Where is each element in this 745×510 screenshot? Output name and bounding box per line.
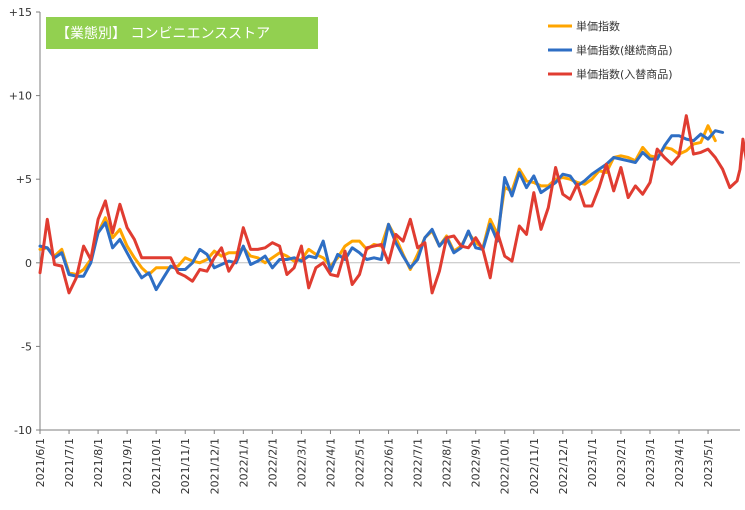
x-tick-label: 2022/1/1 (237, 438, 250, 487)
legend-label: 単価指数 (576, 19, 620, 33)
x-tick-label: 2021/12/1 (208, 438, 221, 494)
x-tick-label: 2021/8/1 (92, 438, 105, 487)
x-tick-label: 2022/9/1 (470, 438, 483, 487)
y-axis: +15 +10 +5 0 -5 -10 (9, 6, 40, 437)
y-tick-label: -10 (14, 424, 32, 437)
x-tick-label: 2022/8/1 (441, 438, 454, 487)
y-tick-label: +15 (9, 6, 32, 19)
x-tick-label: 2021/10/1 (150, 438, 163, 494)
x-tick-label: 2022/5/1 (354, 438, 367, 487)
x-tick-label: 2022/6/1 (383, 438, 396, 487)
y-tick-label: 0 (25, 257, 32, 270)
x-tick-label: 2023/4/1 (673, 438, 686, 487)
x-tick-label: 2023/2/1 (615, 438, 628, 487)
x-tick-label: 2023/1/1 (586, 438, 599, 487)
legend-label: 単価指数(入替商品) (576, 67, 673, 81)
x-tick-label: 2022/3/1 (295, 438, 308, 487)
x-tick-label: 2022/2/1 (266, 438, 279, 487)
x-tick-label: 2022/11/1 (528, 438, 541, 494)
legend-label: 単価指数(継続商品) (576, 43, 673, 57)
y-tick-label: -5 (21, 340, 32, 353)
chart-title: 【業態別】 コンビニエンスストア (56, 26, 270, 42)
title-background (46, 17, 318, 49)
y-tick-label: +10 (9, 90, 32, 103)
series-line-1 (38, 124, 717, 276)
x-tick-label: 2023/5/1 (702, 438, 715, 487)
x-tick-label: 2022/4/1 (324, 438, 337, 487)
x-tick-label: 2022/7/1 (412, 438, 425, 487)
x-tick-label: 2022/12/1 (557, 438, 570, 494)
x-axis: 2021/6/1 2021/7/1 2021/8/1 2021/9/1 2021/10/… (34, 430, 715, 494)
x-tick-label: 2021/9/1 (121, 438, 134, 487)
series-layer (38, 114, 745, 295)
series-line-3 (38, 114, 745, 295)
x-tick-label: 2021/11/1 (179, 438, 192, 494)
x-tick-label: 2021/6/1 (34, 438, 47, 487)
y-tick-label: +5 (16, 173, 32, 186)
chart-title-box: 【業態別】 コンビニエンスストア (46, 17, 318, 49)
x-tick-label: 2022/10/1 (499, 438, 512, 494)
x-tick-label: 2021/7/1 (63, 438, 76, 487)
x-tick-label: 2023/3/1 (644, 438, 657, 487)
series-line-2 (38, 129, 725, 292)
